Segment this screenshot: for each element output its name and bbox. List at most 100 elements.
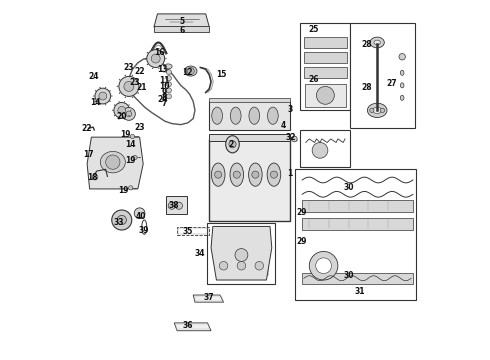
Text: 33: 33 bbox=[114, 218, 124, 227]
Circle shape bbox=[95, 88, 111, 104]
Ellipse shape bbox=[99, 104, 100, 105]
Ellipse shape bbox=[267, 163, 281, 186]
Ellipse shape bbox=[95, 90, 96, 91]
Ellipse shape bbox=[158, 68, 159, 69]
Ellipse shape bbox=[105, 104, 106, 105]
Circle shape bbox=[187, 67, 194, 75]
Text: 37: 37 bbox=[203, 293, 214, 302]
Circle shape bbox=[99, 92, 107, 100]
Text: 28: 28 bbox=[361, 83, 372, 92]
Bar bbox=[302, 217, 413, 230]
Ellipse shape bbox=[138, 79, 139, 80]
Text: 36: 36 bbox=[183, 321, 193, 330]
Text: 22: 22 bbox=[134, 67, 145, 76]
Circle shape bbox=[114, 103, 130, 118]
Ellipse shape bbox=[374, 40, 380, 45]
Ellipse shape bbox=[114, 115, 115, 116]
Circle shape bbox=[270, 171, 277, 178]
Text: 7: 7 bbox=[162, 99, 167, 108]
Ellipse shape bbox=[368, 103, 387, 117]
Circle shape bbox=[309, 251, 338, 280]
Text: 30: 30 bbox=[343, 271, 354, 280]
Circle shape bbox=[167, 69, 172, 75]
Text: 1: 1 bbox=[287, 170, 292, 179]
Circle shape bbox=[175, 202, 182, 209]
Bar bbox=[154, 26, 209, 32]
Circle shape bbox=[151, 54, 160, 63]
Ellipse shape bbox=[152, 68, 153, 69]
Ellipse shape bbox=[373, 107, 382, 113]
Text: 10: 10 bbox=[159, 82, 170, 91]
Circle shape bbox=[118, 107, 126, 114]
Text: 32: 32 bbox=[286, 133, 296, 142]
Text: 5: 5 bbox=[180, 17, 185, 26]
Text: 12: 12 bbox=[183, 68, 193, 77]
Circle shape bbox=[316, 258, 331, 274]
Bar bbox=[209, 139, 290, 221]
Ellipse shape bbox=[166, 58, 167, 59]
Ellipse shape bbox=[147, 64, 148, 65]
Text: 8: 8 bbox=[162, 93, 167, 102]
Ellipse shape bbox=[164, 52, 165, 53]
Circle shape bbox=[312, 143, 328, 158]
Bar bbox=[302, 273, 413, 284]
Circle shape bbox=[117, 215, 126, 225]
Polygon shape bbox=[193, 295, 223, 302]
Circle shape bbox=[147, 50, 165, 67]
Text: 14: 14 bbox=[125, 140, 136, 149]
Text: 14: 14 bbox=[91, 98, 101, 107]
Bar bbox=[305, 84, 346, 107]
Ellipse shape bbox=[152, 48, 153, 49]
Bar bbox=[209, 98, 290, 102]
Ellipse shape bbox=[119, 118, 120, 119]
Text: 26: 26 bbox=[309, 75, 319, 84]
Text: 19: 19 bbox=[125, 156, 136, 165]
Ellipse shape bbox=[138, 93, 139, 94]
Text: 13: 13 bbox=[158, 65, 168, 74]
Bar bbox=[207, 223, 275, 284]
Text: 34: 34 bbox=[195, 249, 205, 258]
Text: 23: 23 bbox=[123, 63, 134, 72]
Ellipse shape bbox=[130, 110, 131, 111]
Bar bbox=[302, 200, 413, 212]
Circle shape bbox=[124, 81, 134, 91]
Text: 25: 25 bbox=[309, 26, 319, 35]
Ellipse shape bbox=[125, 75, 126, 76]
Ellipse shape bbox=[369, 108, 374, 112]
Ellipse shape bbox=[226, 136, 239, 153]
Ellipse shape bbox=[132, 75, 133, 76]
Bar bbox=[195, 296, 222, 301]
Circle shape bbox=[233, 171, 241, 178]
Text: 18: 18 bbox=[87, 173, 98, 182]
Text: 30: 30 bbox=[343, 183, 354, 192]
Ellipse shape bbox=[125, 97, 126, 98]
Bar bbox=[300, 23, 350, 111]
Bar bbox=[304, 37, 347, 48]
Bar bbox=[218, 232, 268, 275]
Text: 31: 31 bbox=[354, 287, 365, 296]
Bar bbox=[176, 324, 209, 329]
Circle shape bbox=[122, 108, 135, 120]
Text: 19: 19 bbox=[120, 130, 130, 139]
Ellipse shape bbox=[158, 48, 159, 49]
Bar bbox=[209, 134, 290, 141]
Circle shape bbox=[167, 82, 172, 87]
Circle shape bbox=[92, 174, 98, 180]
Circle shape bbox=[252, 171, 259, 178]
Ellipse shape bbox=[211, 163, 225, 186]
Text: 28: 28 bbox=[361, 40, 372, 49]
Text: 27: 27 bbox=[386, 79, 397, 88]
Ellipse shape bbox=[399, 54, 405, 60]
Circle shape bbox=[167, 88, 172, 93]
Ellipse shape bbox=[212, 107, 222, 124]
Text: 9: 9 bbox=[162, 87, 167, 96]
Ellipse shape bbox=[119, 79, 120, 80]
Ellipse shape bbox=[380, 108, 385, 112]
Circle shape bbox=[292, 136, 297, 142]
Ellipse shape bbox=[400, 83, 404, 88]
Ellipse shape bbox=[400, 70, 404, 75]
Circle shape bbox=[134, 208, 145, 219]
Text: 21: 21 bbox=[136, 83, 147, 92]
Text: 19: 19 bbox=[118, 185, 129, 194]
Ellipse shape bbox=[110, 101, 111, 102]
